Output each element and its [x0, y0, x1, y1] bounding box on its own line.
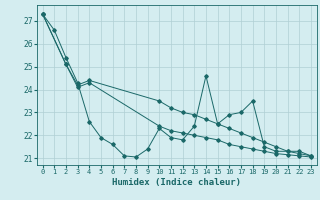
X-axis label: Humidex (Indice chaleur): Humidex (Indice chaleur)	[112, 178, 241, 187]
